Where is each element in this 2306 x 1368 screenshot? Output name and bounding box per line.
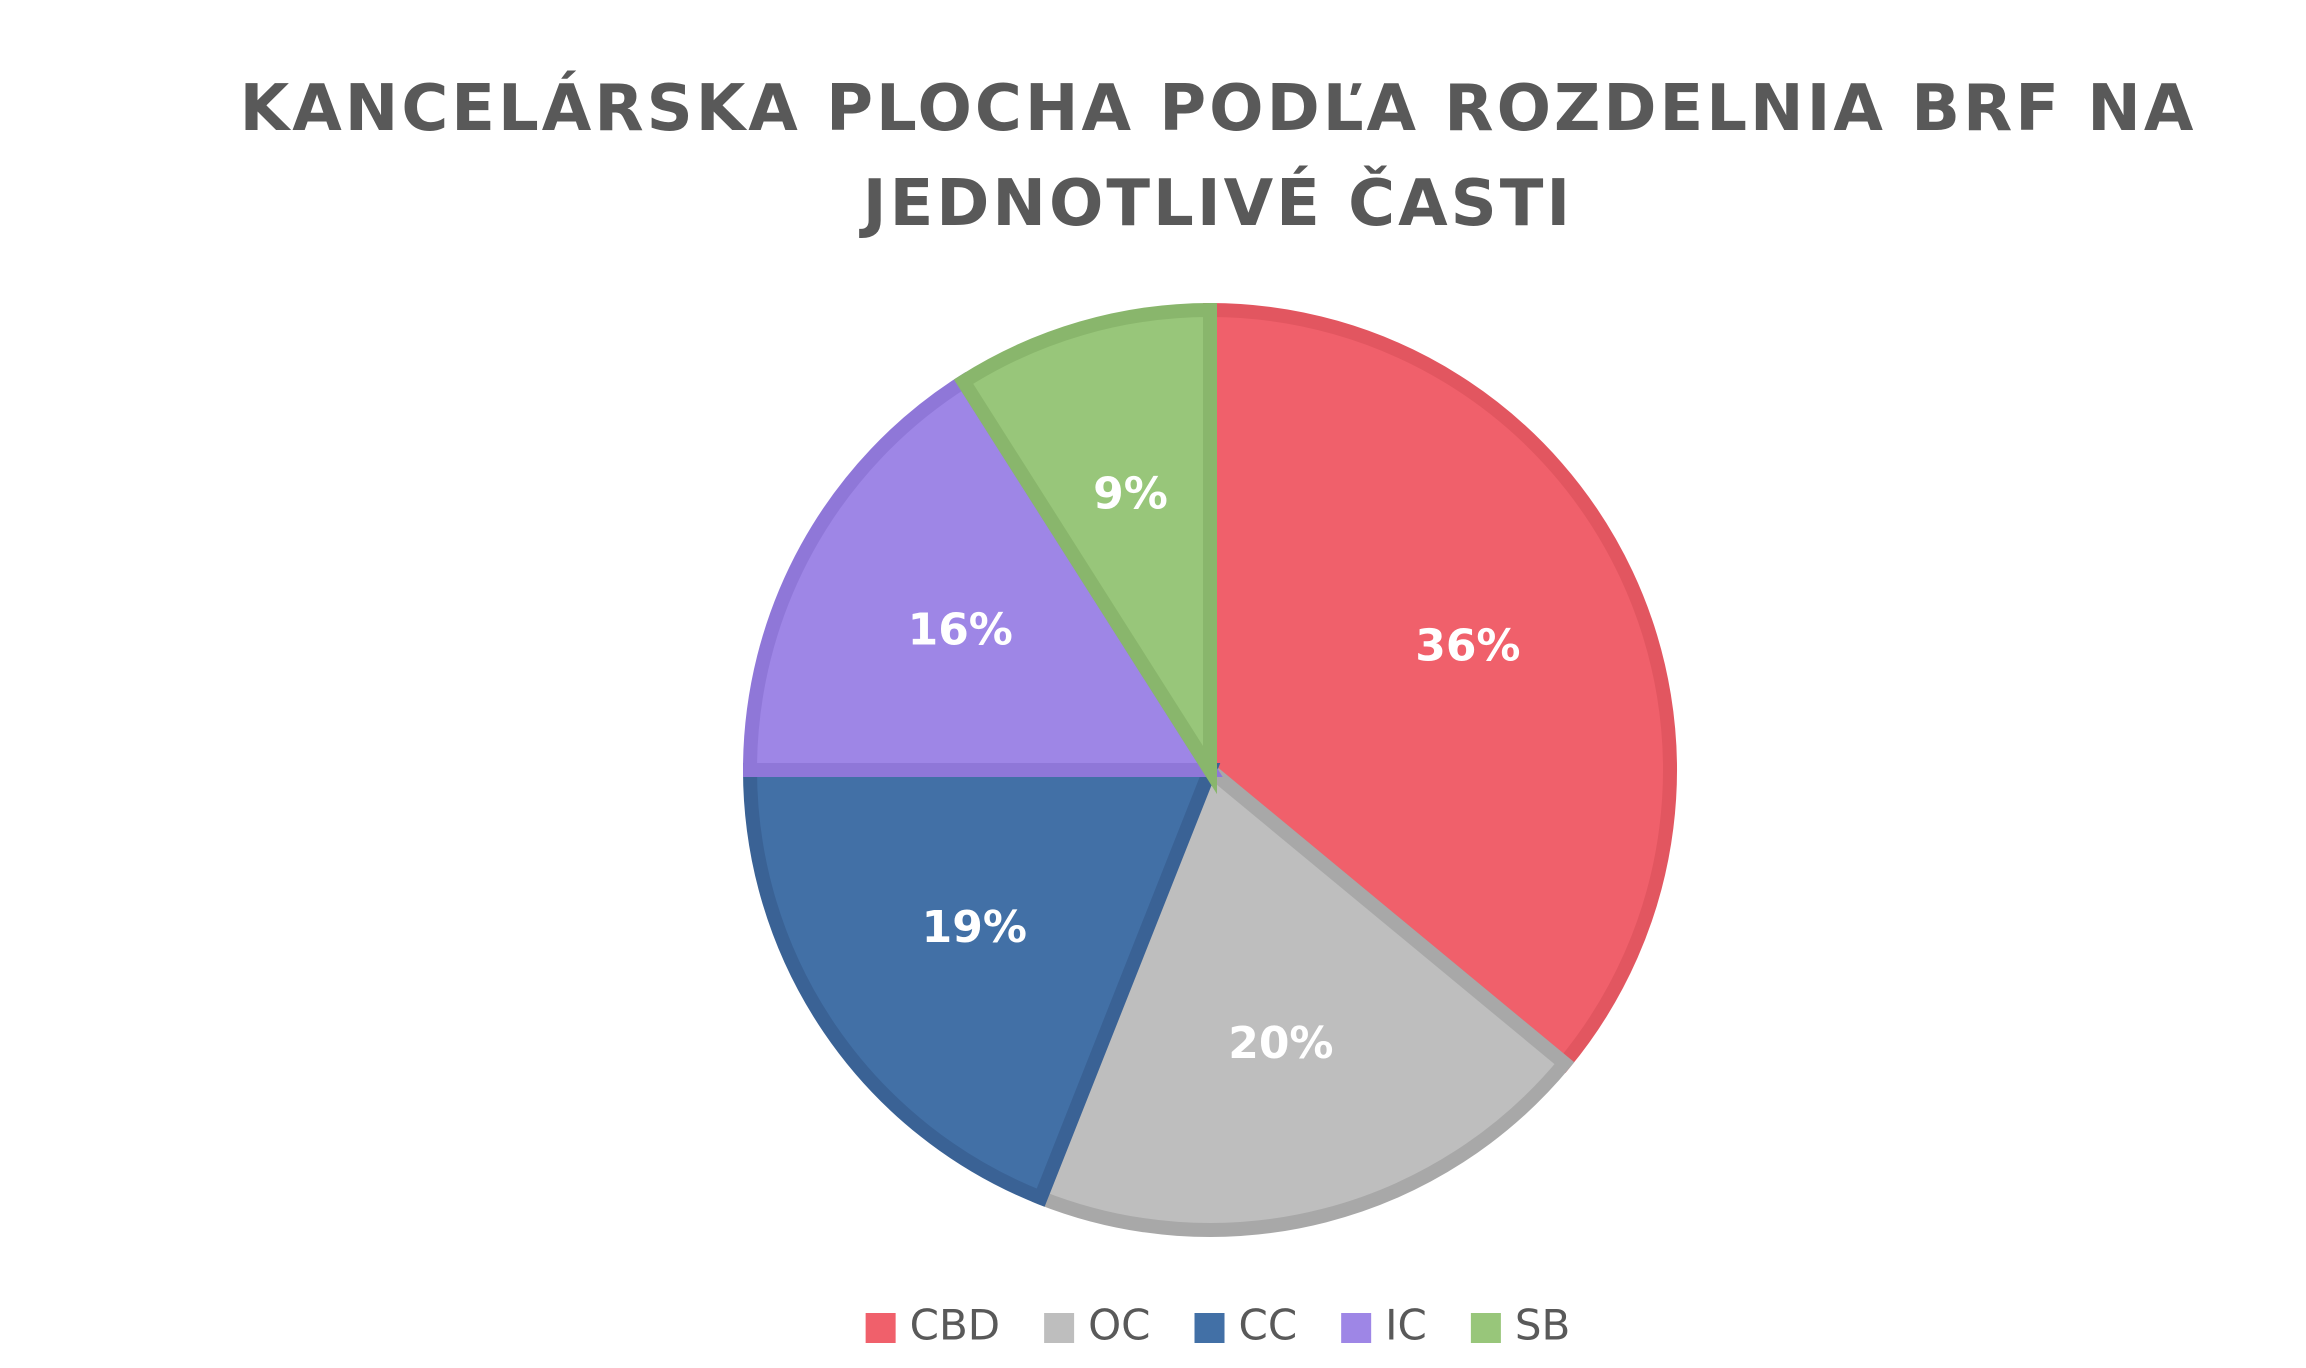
legend-swatch-sb [1470, 1313, 1501, 1343]
legend-item-ic: IC [1341, 1301, 1427, 1350]
legend: CBD OC CC IC SB [865, 1301, 1570, 1350]
legend-label-sb: SB [1515, 1301, 1570, 1350]
slice-label-cbd: 36% [1415, 621, 1520, 672]
slice-label-oc: 20% [1228, 1018, 1333, 1069]
legend-swatch-cbd [865, 1313, 896, 1343]
pie-slice-sb [953, 302, 1217, 795]
pie-slice-cbd [1203, 302, 1678, 1074]
legend-label-oc: OC [1088, 1301, 1150, 1350]
pie-slice-labels: 36% 20% 19% 16% 9% [908, 468, 1521, 1069]
pie-slice-cc [742, 763, 1221, 1207]
legend-swatch-oc [1044, 1313, 1075, 1343]
slice-label-cc: 19% [922, 902, 1027, 953]
legend-item-sb: SB [1470, 1301, 1570, 1350]
slice-label-sb: 9% [1093, 468, 1168, 519]
legend-swatch-ic [1341, 1313, 1372, 1343]
legend-item-oc: OC [1044, 1301, 1151, 1350]
legend-label-cc: CC [1239, 1301, 1298, 1350]
legend-label-cbd: CBD [910, 1301, 1000, 1350]
legend-swatch-cc [1194, 1313, 1225, 1343]
legend-label-ic: IC [1385, 1301, 1427, 1350]
pie-slices [742, 302, 1678, 1238]
chart-title-line-1: KANCELÁRSKA PLOCHA PODĽA ROZDELNIA BRF N… [240, 70, 2197, 146]
pie-slice-ic [742, 371, 1223, 777]
chart-title-line-2: JEDNOTLIVÉ ČASTI [859, 165, 1573, 241]
slice-label-ic: 16% [908, 605, 1013, 656]
legend-item-cbd: CBD [865, 1301, 1000, 1350]
legend-item-cc: CC [1194, 1301, 1298, 1350]
chart-title: KANCELÁRSKA PLOCHA PODĽA ROZDELNIA BRF N… [240, 70, 2197, 241]
